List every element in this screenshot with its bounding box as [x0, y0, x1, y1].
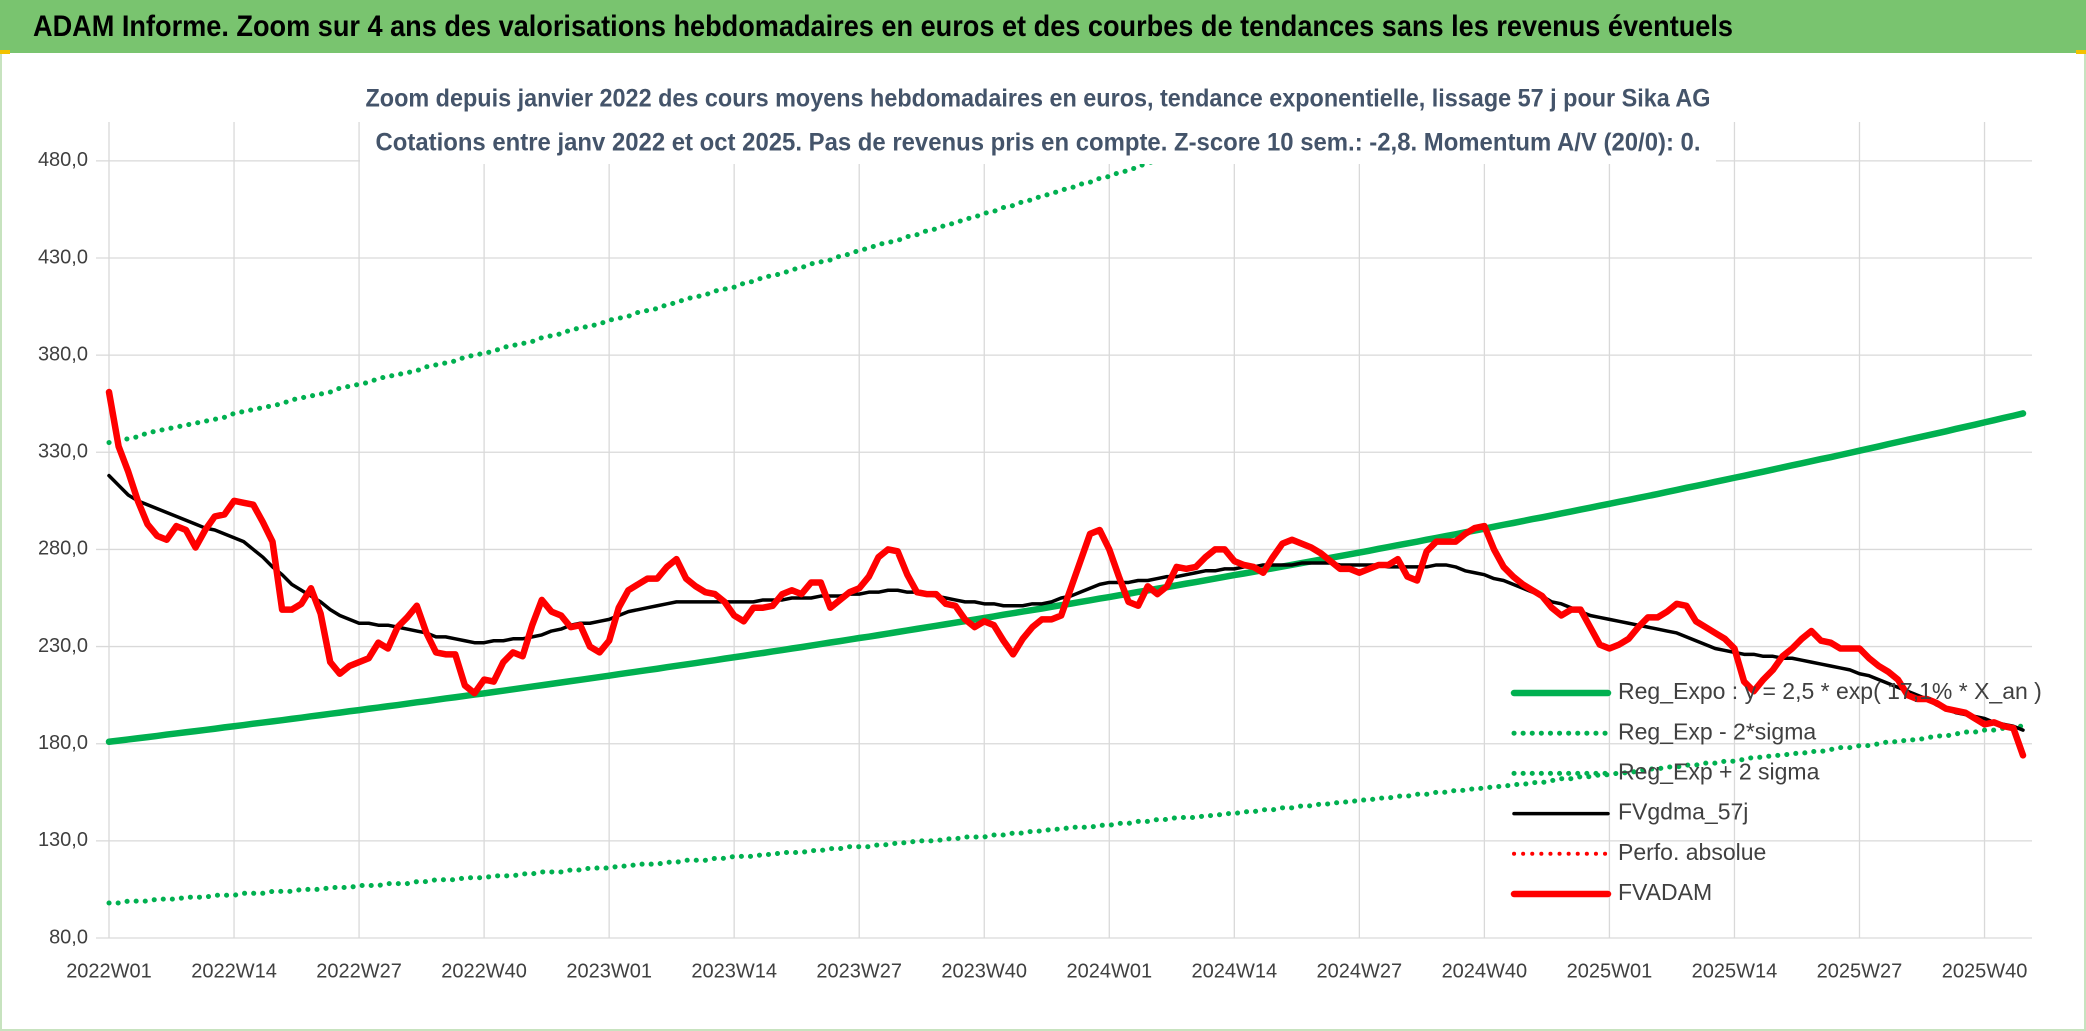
legend-label: Perfo. absolue: [1618, 839, 1766, 865]
legend-label: Reg_Exp + 2 sigma: [1618, 758, 1820, 784]
series-line: [106, 119, 1276, 446]
header-bar: [0, 0, 2086, 53]
series-line: [106, 723, 2026, 906]
x-tick-label: 2025W40: [1942, 960, 2028, 982]
x-tick-label: 2023W01: [566, 960, 652, 982]
x-tick-label: 2022W27: [316, 960, 402, 982]
x-tick-label: 2024W40: [1442, 960, 1528, 982]
x-tick-label: 2025W01: [1567, 960, 1653, 982]
corner-mark: [2076, 50, 2086, 54]
y-tick-label: 480,0: [38, 149, 88, 171]
x-tick-label: 2023W40: [941, 960, 1027, 982]
x-tick-label: 2022W14: [191, 960, 277, 982]
y-tick-label: 180,0: [38, 732, 88, 754]
x-tick-label: 2025W14: [1692, 960, 1778, 982]
x-tick-label: 2023W27: [816, 960, 902, 982]
y-tick-label: 430,0: [38, 246, 88, 268]
header-title: ADAM Informe. Zoom sur 4 ans des valoris…: [33, 10, 1733, 43]
legend-label: FVgdma_57j: [1618, 799, 1748, 825]
lines: [105, 119, 2027, 906]
y-tick-label: 80,0: [49, 926, 88, 948]
subtitle-box: [360, 78, 1716, 164]
subtitle: Cotations entre janv 2022 et oct 2025. P…: [376, 129, 1701, 157]
corner-mark: [0, 50, 10, 54]
x-tick-label: 2024W27: [1317, 960, 1403, 982]
y-tick-label: 280,0: [38, 538, 88, 560]
legend-label: Reg_Expo : y = 2,5 * exp( 17,1% * X_an ): [1618, 678, 2042, 704]
x-tick-label: 2022W01: [66, 960, 152, 982]
legend: Reg_Expo : y = 2,5 * exp( 17,1% * X_an )…: [1510, 678, 2042, 905]
y-tick-label: 380,0: [38, 343, 88, 365]
y-tick-label: 130,0: [38, 829, 88, 851]
subtitle: Zoom depuis janvier 2022 des cours moyen…: [366, 85, 1711, 113]
x-tick-label: 2024W01: [1066, 960, 1152, 982]
x-tick-label: 2024W14: [1192, 960, 1278, 982]
x-tick-label: 2023W14: [691, 960, 777, 982]
x-tick-label: 2025W27: [1817, 960, 1903, 982]
y-tick-label: 230,0: [38, 635, 88, 657]
legend-label: Reg_Exp - 2*sigma: [1618, 718, 1816, 744]
series-line: [105, 388, 2027, 759]
x-tick-label: 2022W40: [441, 960, 527, 982]
legend-label: FVADAM: [1618, 879, 1712, 905]
y-tick-label: 330,0: [38, 441, 88, 463]
